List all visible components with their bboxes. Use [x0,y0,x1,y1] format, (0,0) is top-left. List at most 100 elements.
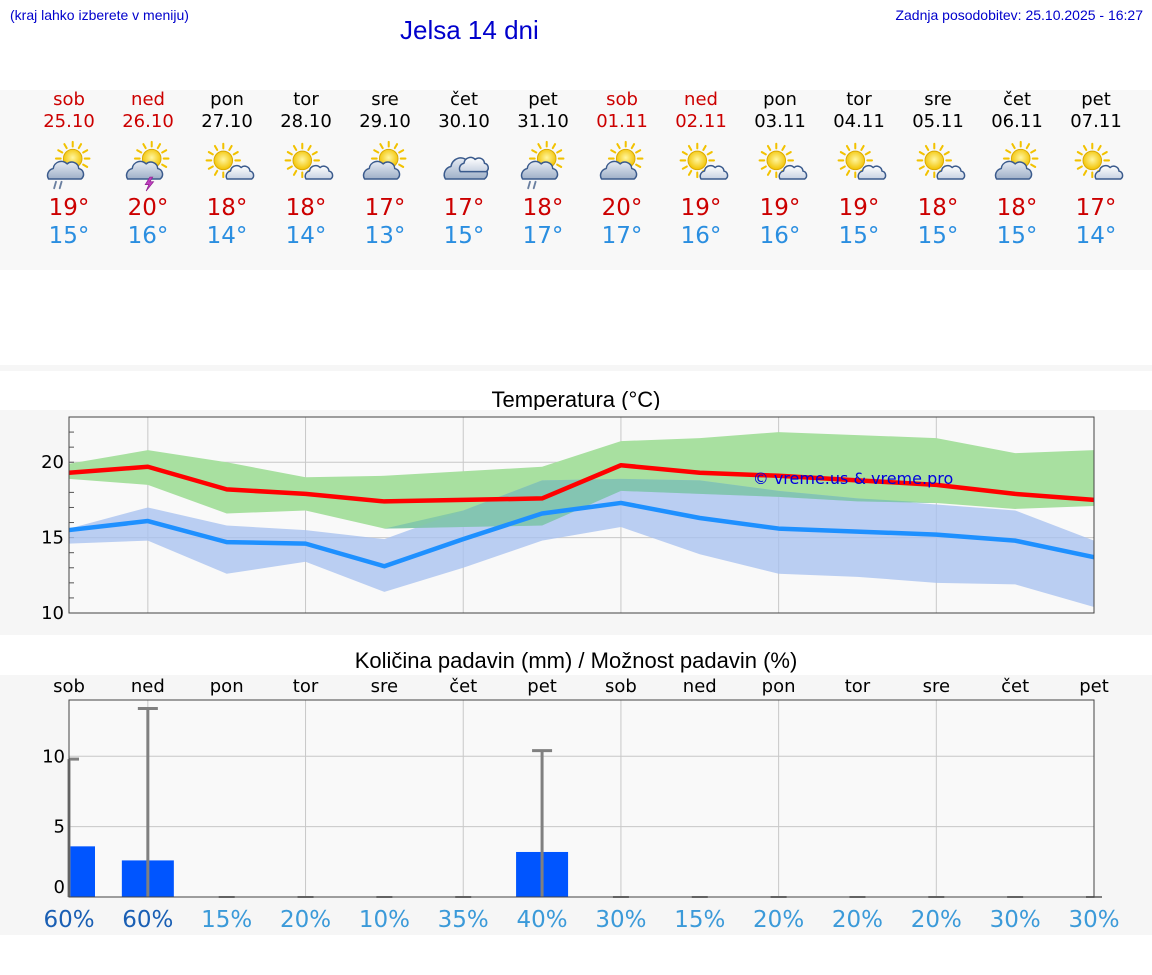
watermark: © vreme.us & vreme.pro [753,469,954,488]
day-name: pet [528,89,558,110]
day-name: sre [924,89,952,110]
sun-cloud-icon [837,142,887,180]
day-date: 04.11 [833,111,885,132]
min-temperature: 15° [838,223,880,249]
day-date: 31.10 [517,111,569,132]
precipitation-probability: 10% [359,907,410,933]
max-temperature: 19° [680,195,722,221]
partly-cloudy-icon [994,140,1039,180]
day-name: čet [449,89,479,110]
precipitation-probability: 20% [911,907,962,933]
day-date: 02.11 [675,111,727,132]
partly-cloudy-icon [362,140,407,180]
y-tick-label: 10 [42,746,65,767]
day-name: tor [846,89,872,110]
sun-cloud-icon [916,142,966,180]
sun-cloud-icon [758,142,808,180]
day-column: tor 28.10 18° 14° [266,90,346,250]
band-overlap [69,478,1094,529]
day-name: tor [293,89,319,110]
last-update: Zadnja posodobitev: 25.10.2025 - 16:27 [895,7,1143,23]
day-column: čet 30.10 17° 15° [424,90,504,250]
min-temperature: 17° [601,223,643,249]
day-name: pon [763,89,797,110]
precipitation-probability: 60% [122,907,173,933]
precipitation-chart-title: Količina padavin (mm) / Možnost padavin … [354,648,798,673]
max-temperature: 17° [1075,195,1117,221]
precipitation-probability: 30% [595,907,646,933]
min-temperature: 15° [443,223,485,249]
day-column: pon 03.11 19° 16° [740,90,820,250]
day-column: čet 06.11 18° 15° [977,90,1057,250]
precipitation-probability: 60% [43,907,94,933]
day-date: 01.11 [596,111,648,132]
category-label: sob [605,676,637,697]
precipitation-chart: 0 5 10 sob ned pon tor sre čet pet sob ned pon tor sre… [42,676,1119,933]
day-date: 07.11 [1070,111,1122,132]
y-tick-label: 20 [41,452,64,473]
day-date: 06.11 [991,111,1043,132]
day-column: sob 25.10 19° 15° [29,90,109,250]
day-name: čet [1002,89,1032,110]
min-temperature: 14° [285,223,327,249]
temperature-chart: 10 15 20 © vreme.us & vreme.pro [41,416,1095,624]
temperature-chart-title: Temperatura (°C) [491,387,661,412]
max-temp-line [68,462,1095,504]
day-date: 05.11 [912,111,964,132]
cloudy-icon [443,156,489,180]
sun-cloud-icon [205,142,255,180]
min-temperature: 14° [206,223,248,249]
precipitation-probability: 15% [201,907,252,933]
max-temperature: 19° [48,195,90,221]
plot-frame [68,699,1095,898]
day-name: sob [53,89,85,110]
forecast-strip [0,90,1152,270]
day-date: 28.10 [280,111,332,132]
min-temperature: 15° [996,223,1038,249]
sun-cloud-icon [1074,142,1124,180]
y-tick-label: 10 [41,603,64,624]
day-column: sre 05.11 18° 15° [898,90,978,250]
min-temperature: 14° [1075,223,1117,249]
precipitation-bar [69,846,95,897]
min-temp-line [68,500,1095,569]
day-name: pon [210,89,244,110]
precipitation-probability: 40% [517,907,568,933]
precipitation-probability: 15% [674,907,725,933]
category-label: ned [131,676,165,697]
partly-cloudy-thunder-icon [125,140,170,192]
precipitation-probability: 30% [1068,907,1119,933]
day-date: 25.10 [43,111,95,132]
day-date: 03.11 [754,111,806,132]
max-temperature: 18° [996,195,1038,221]
category-label: pon [210,676,244,697]
day-column: pon 27.10 18° 14° [187,90,267,250]
day-name: sre [371,89,399,110]
min-temperature: 17° [522,223,564,249]
plot-area [69,700,1094,897]
day-date: 26.10 [122,111,174,132]
min-temperature: 16° [127,223,169,249]
max-temperature: 17° [443,195,485,221]
min-temp-range-band [69,478,1094,607]
day-name: ned [131,89,165,110]
y-tick-label: 5 [54,817,65,838]
category-label: čet [449,676,477,697]
day-column: ned 26.10 20° 16° [108,90,188,250]
sun-cloud-icon [284,142,334,180]
category-label: ned [683,676,717,697]
partly-cloudy-rain-icon [520,140,565,190]
day-column: ned 02.11 19° 16° [661,90,741,250]
max-temperature: 19° [759,195,801,221]
min-temperature: 16° [759,223,801,249]
category-label: sre [923,676,950,697]
location-hint: (kraj lahko izberete v meniju) [10,7,189,23]
partly-cloudy-rain-icon [46,140,91,190]
plot-frame [68,416,1095,614]
max-temperature: 18° [917,195,959,221]
max-temperature: 20° [127,195,169,221]
max-temperature: 17° [364,195,406,221]
min-temperature: 13° [364,223,406,249]
max-temperature: 18° [285,195,327,221]
day-date: 29.10 [359,111,411,132]
